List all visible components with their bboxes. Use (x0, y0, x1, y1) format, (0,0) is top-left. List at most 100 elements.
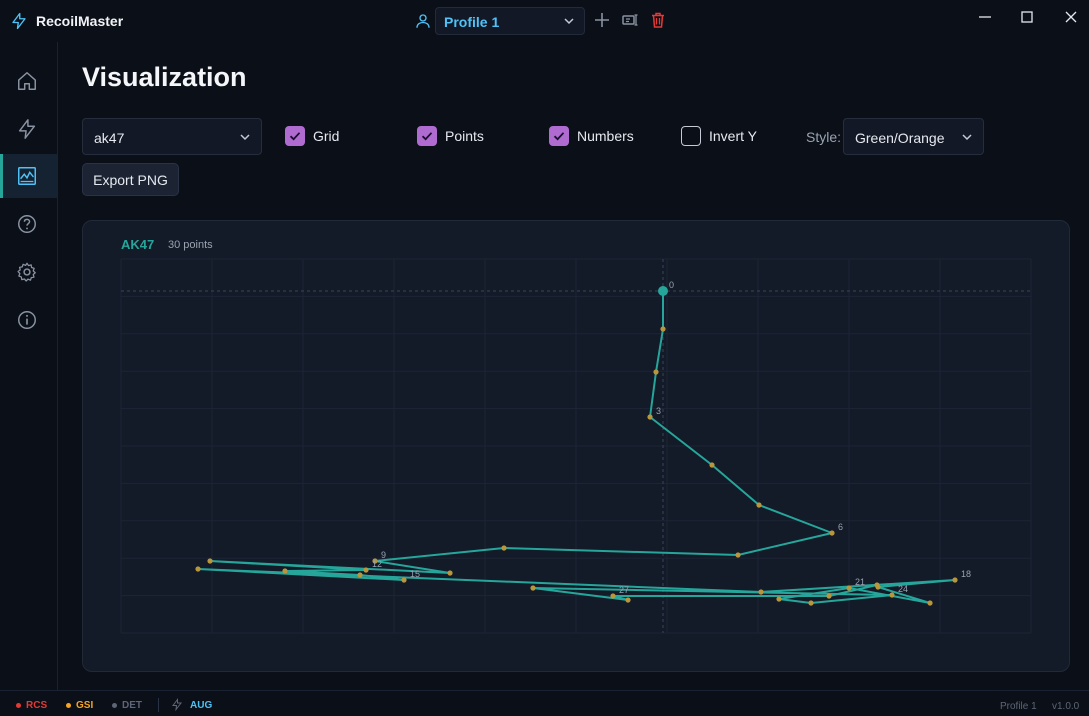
recoil-point (625, 597, 631, 603)
recoil-point (647, 414, 653, 420)
user-icon (416, 14, 430, 28)
recoil-point (401, 577, 407, 583)
sidebar-item-settings[interactable] (0, 250, 57, 294)
status-version: v1.0.0 (1052, 701, 1080, 712)
status-mode: AUG (190, 700, 213, 711)
export-png-button[interactable]: Export PNG (82, 163, 179, 196)
points-checkbox[interactable]: Points (417, 126, 487, 146)
sidebar-item-rcs[interactable] (0, 107, 57, 151)
rename-profile-button[interactable] (621, 11, 639, 29)
recoil-point (826, 593, 832, 599)
recoil-point (610, 593, 616, 599)
add-profile-button[interactable] (593, 11, 611, 29)
start-point (658, 286, 668, 296)
app-name: RecoilMaster (36, 13, 124, 29)
point-number-label: 24 (898, 584, 908, 594)
chevron-down-icon (564, 18, 574, 25)
recoil-point (808, 600, 814, 606)
invert-y-checkbox[interactable]: Invert Y (681, 126, 761, 146)
trash-icon[interactable] (649, 11, 667, 29)
recoil-point (846, 585, 852, 591)
recoil-point (735, 552, 741, 558)
recoil-point (927, 600, 933, 606)
point-number-label: 21 (855, 577, 865, 587)
point-number-label: 27 (619, 585, 629, 595)
point-number-label: 6 (838, 522, 843, 532)
recoil-point (282, 568, 288, 574)
bolt-icon (18, 119, 36, 139)
chevron-down-icon (240, 134, 250, 141)
points-checkbox-box[interactable] (417, 126, 437, 146)
bolt-icon (172, 698, 183, 711)
sidebar-item-visualization[interactable] (0, 154, 57, 198)
help-icon (18, 215, 36, 233)
recoil-point (372, 558, 378, 564)
recoil-point (874, 582, 880, 588)
recoil-point (709, 462, 715, 468)
chart-title: AK47 (121, 237, 155, 252)
point-number-label: 12 (372, 559, 382, 569)
style-label: Style: (806, 129, 842, 145)
points-checkbox-label: Points (445, 128, 484, 144)
recoil-pattern-chart: 0 3 6 912 15 18 21 24 27 (120, 258, 1032, 634)
check-icon (553, 132, 565, 141)
check-icon (289, 132, 301, 141)
invert-y-checkbox-box[interactable] (681, 126, 701, 146)
numbers-checkbox-box[interactable] (549, 126, 569, 146)
sidebar (0, 42, 58, 690)
chevron-down-icon (962, 134, 972, 141)
home-icon (18, 72, 36, 90)
profile-select-value: Profile 1 (444, 14, 500, 30)
status-dot (16, 703, 21, 708)
recoil-point (207, 558, 213, 564)
recoil-point (363, 567, 369, 573)
status-det-label: DET (122, 700, 142, 711)
title-bar: RecoilMaster Profile 1 (0, 0, 1089, 42)
point-number-label: 15 (410, 569, 420, 579)
profile-select[interactable]: Profile 1 (435, 7, 585, 35)
grid-checkbox-box[interactable] (285, 126, 305, 146)
chart-icon (18, 167, 36, 185)
grid-checkbox[interactable]: Grid (285, 126, 345, 146)
recoil-point (952, 577, 958, 583)
recoil-point (758, 589, 764, 595)
numbers-checkbox[interactable]: Numbers (549, 126, 639, 146)
recoil-path-line (197, 291, 956, 604)
status-profile: Profile 1 (1000, 701, 1037, 712)
close-button[interactable] (1062, 8, 1080, 26)
point-number-label: 0 (669, 280, 674, 290)
info-icon (18, 311, 36, 329)
recoil-point (653, 369, 659, 375)
status-gsi-label: GSI (76, 700, 94, 711)
recoil-chart-panel: AK47 30 points 0 3 6 9 12 15 18 21 24 27 (82, 220, 1070, 672)
status-rcs-label: RCS (26, 700, 48, 711)
recoil-point (889, 592, 895, 598)
sidebar-item-home[interactable] (0, 59, 57, 103)
recoil-point (501, 545, 507, 551)
page-title: Visualization (82, 62, 247, 92)
recoil-point (447, 570, 453, 576)
recoil-point (195, 566, 201, 572)
point-number-label: 3 (656, 406, 661, 416)
sidebar-item-help[interactable] (0, 202, 57, 246)
recoil-point (660, 326, 666, 332)
sidebar-item-about[interactable] (0, 298, 57, 342)
grid-checkbox-label: Grid (313, 128, 340, 144)
chart-point-count: 30 points (168, 239, 213, 251)
weapon-select-value: ak47 (94, 130, 125, 146)
invert-y-checkbox-label: Invert Y (709, 128, 757, 144)
recoil-point (357, 572, 363, 578)
status-divider (158, 698, 159, 712)
recoil-point (530, 585, 536, 591)
numbers-checkbox-label: Numbers (577, 128, 634, 144)
status-bar: RCS GSI DET AUG Profile 1 v1.0.0 (0, 690, 1089, 716)
style-select[interactable]: Green/Orange (843, 118, 984, 155)
check-icon (421, 132, 433, 141)
recoil-point (776, 596, 782, 602)
bolt-icon (12, 12, 26, 30)
recoil-point (756, 502, 762, 508)
minimize-button[interactable] (976, 8, 994, 26)
maximize-button[interactable] (1018, 8, 1036, 26)
weapon-select[interactable]: ak47 (82, 118, 262, 155)
status-dot (112, 703, 117, 708)
